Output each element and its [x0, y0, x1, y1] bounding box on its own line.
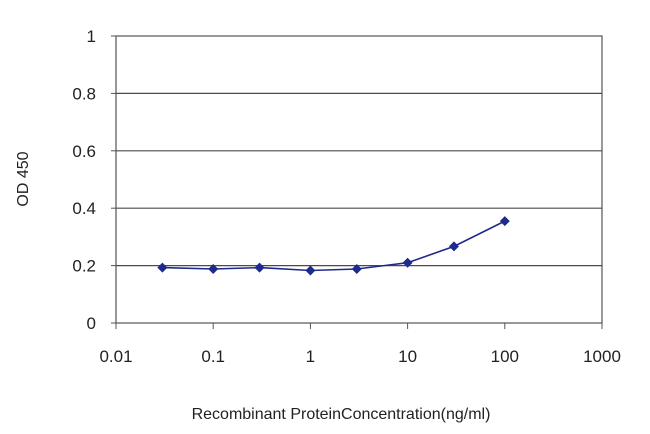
x-tick-label: 100 [491, 347, 519, 366]
y-axis-title: OD 450 [15, 151, 32, 206]
x-axis-title: Recombinant ProteinConcentration(ng/ml) [192, 406, 491, 423]
x-axis-ticks [115, 323, 603, 329]
gridlines [111, 35, 602, 324]
y-tick-label: 0.6 [72, 142, 96, 161]
data-point-marker [351, 264, 362, 275]
y-tick-label: 0.4 [72, 199, 96, 218]
series-points [157, 216, 510, 276]
data-point-marker [402, 257, 413, 268]
x-tick-label: 0.1 [201, 347, 225, 366]
plot-area [115, 35, 603, 324]
x-tick-label: 10 [398, 347, 417, 366]
data-point-marker [499, 216, 510, 227]
data-point-marker [157, 262, 168, 273]
y-axis-tick-labels: 0 0.2 0.4 0.6 0.8 1 [72, 27, 96, 333]
data-point-marker [254, 262, 265, 273]
x-tick-label: 1000 [583, 347, 621, 366]
y-tick-label: 1 [87, 27, 96, 46]
series-lines [162, 220, 506, 272]
y-tick-label: 0.8 [72, 84, 96, 103]
x-tick-label: 0.01 [99, 347, 132, 366]
series-line [162, 220, 506, 272]
data-point-marker [305, 265, 316, 276]
x-tick-label: 1 [306, 347, 315, 366]
y-tick-label: 0.2 [72, 257, 96, 276]
data-point-marker [208, 264, 219, 275]
x-axis-tick-labels: 0.01 0.1 1 10 100 1000 [99, 347, 620, 366]
data-point-marker [448, 241, 459, 252]
y-tick-label: 0 [87, 314, 96, 333]
